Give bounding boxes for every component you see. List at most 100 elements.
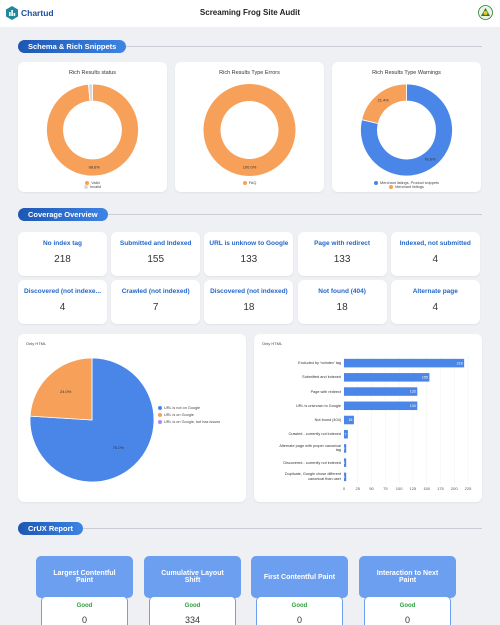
bar-value-label: 133 bbox=[410, 390, 416, 394]
crux-value: 334 bbox=[184, 615, 201, 625]
slice-label: 98.6% bbox=[88, 165, 100, 170]
legend-swatch bbox=[158, 413, 162, 417]
top-bar: Chartud Screaming Frog Site Audit bbox=[0, 0, 500, 27]
bar bbox=[344, 444, 347, 453]
pie-chart: 76.0% 24.0% bbox=[29, 357, 155, 483]
coverage-card: Not found (404) 18 bbox=[297, 280, 387, 324]
bar bbox=[344, 472, 347, 482]
x-tick-label: 0 bbox=[343, 486, 346, 491]
pie-chart: 100.0% bbox=[203, 84, 296, 176]
x-tick-label: 175 bbox=[437, 486, 444, 491]
coverage-label: Submitted and Indexed bbox=[119, 240, 192, 247]
pie-slice bbox=[29, 357, 93, 421]
slice-label: 76.0% bbox=[113, 445, 125, 450]
legend-label: Merchant listings, Product snippets bbox=[380, 181, 439, 185]
legend: URL is not on Google URL is on Google URL … bbox=[158, 406, 220, 427]
bar bbox=[344, 387, 418, 396]
x-tick-label: 100 bbox=[396, 486, 403, 491]
bar-chart: 0 25 50 75 100 125 150 175 200 225 218 155 133 133 18 7… bbox=[343, 356, 472, 491]
coverage-label: Not found (404) bbox=[318, 288, 366, 295]
crux-status: Good bbox=[184, 603, 201, 609]
legend-label: FAQ bbox=[248, 181, 257, 185]
pie-slice bbox=[88, 83, 93, 102]
avatar[interactable] bbox=[478, 5, 493, 20]
crux-status: Good bbox=[399, 603, 416, 609]
pie-chart: 98.6% bbox=[46, 83, 139, 177]
coverage-card: Page with redirect 133 bbox=[297, 232, 387, 276]
y-tick-label: Not found (404) bbox=[314, 418, 341, 422]
chart-card: Only HTML 76.0% 24.0% URL is not on Google U… bbox=[18, 334, 246, 502]
y-tick-label: Excluded by 'noindex' tag bbox=[298, 361, 341, 366]
section-divider bbox=[18, 214, 482, 215]
coverage-value: 7 bbox=[152, 302, 159, 313]
bar-value-label: 133 bbox=[410, 404, 416, 408]
legend-swatch bbox=[389, 185, 394, 189]
slice-label: 24.0% bbox=[60, 389, 72, 394]
legend-label: Merchant listings bbox=[395, 185, 424, 189]
coverage-label: Page with redirect bbox=[314, 240, 371, 247]
chart-card: Only HTML 0 25 50 75 100 125 150 175 200 225 218 155… bbox=[254, 334, 482, 502]
legend-item: Merchant listings bbox=[332, 185, 481, 189]
coverage-card: Discovered (not indexe... 4 bbox=[18, 280, 107, 324]
y-tick-label: Crawled - currently not indexed bbox=[288, 432, 341, 437]
coverage-value: 18 bbox=[243, 302, 255, 313]
y-tick-label: Page with redirect bbox=[310, 389, 341, 394]
coverage-value: 218 bbox=[54, 254, 71, 265]
slice-label: 78.6% bbox=[424, 156, 436, 161]
coverage-label: URL is unknow to Google bbox=[209, 240, 289, 247]
x-tick-label: 200 bbox=[451, 486, 458, 491]
legend-swatch bbox=[158, 406, 162, 410]
legend-label: URL is not on Google bbox=[164, 406, 201, 410]
coverage-card: Indexed, not submitted 4 bbox=[390, 232, 480, 276]
legend-label: Invalid bbox=[90, 185, 101, 189]
slice-label: 100.0% bbox=[243, 165, 257, 170]
y-tick-label: Submitted and indexed bbox=[302, 375, 341, 380]
coverage-label: Indexed, not submitted bbox=[399, 240, 471, 247]
legend-swatch bbox=[84, 185, 88, 189]
coverage-label: Discovered (not indexe... bbox=[24, 288, 101, 295]
legend-label: URL is on Google bbox=[164, 413, 194, 417]
legend-item: Valid bbox=[18, 181, 167, 185]
pie-slice bbox=[360, 83, 453, 177]
crux-header: First Contentful Paint bbox=[251, 556, 348, 598]
crux-header: Largest Contentful Paint bbox=[36, 556, 133, 598]
page-title: Screaming Frog Site Audit bbox=[199, 8, 301, 17]
coverage-card: No index tag 218 bbox=[18, 232, 107, 276]
legend-label: URL is on Google, but has issues bbox=[164, 420, 221, 424]
bar-value-label: 218 bbox=[457, 361, 463, 365]
coverage-card: URL is unknow to Google 133 bbox=[204, 232, 294, 276]
crux-value: 0 bbox=[81, 615, 87, 625]
coverage-value: 133 bbox=[240, 254, 258, 265]
bar bbox=[344, 458, 347, 467]
coverage-label: Crawled (not indexed) bbox=[121, 288, 190, 295]
bar-value-label: 4 bbox=[343, 447, 345, 451]
chart-title: Rich Results Type Errors bbox=[219, 70, 280, 76]
crux-card: Good 0 bbox=[41, 596, 128, 625]
coverage-value: 18 bbox=[336, 302, 348, 313]
coverage-value: 155 bbox=[147, 254, 165, 265]
chart-title: Rich Results status bbox=[68, 70, 117, 76]
bar bbox=[344, 429, 348, 439]
x-tick-label: 225 bbox=[465, 486, 472, 491]
coverage-card: Discovered (not indexed) 18 bbox=[204, 280, 294, 324]
chart-card: 100.0% Rich Results Type Errors FAQ bbox=[175, 62, 324, 192]
y-tick-label: Alternate page with proper canonical tag bbox=[279, 443, 341, 453]
crux-header: Interaction to Next Paint bbox=[359, 556, 456, 598]
section-header: Coverage Overview bbox=[18, 208, 108, 221]
legend: Valid Invalid bbox=[18, 181, 167, 189]
bar-value-label: 155 bbox=[422, 375, 428, 379]
coverage-value: 4 bbox=[432, 302, 439, 313]
x-tick-label: 75 bbox=[383, 486, 388, 491]
bar-value-label: 18 bbox=[348, 418, 352, 422]
crux-card: Good 0 bbox=[364, 596, 451, 625]
coverage-label: No index tag bbox=[42, 240, 82, 247]
crux-status: Good bbox=[76, 603, 93, 609]
logo-icon bbox=[6, 6, 18, 20]
coverage-label: Discovered (not indexed) bbox=[210, 288, 288, 295]
chart-card: 98.6% Rich Results status Valid Invalid bbox=[18, 62, 167, 192]
legend-item: Invalid bbox=[18, 185, 167, 189]
pie-slice bbox=[203, 84, 296, 176]
bar-value-label: 4 bbox=[343, 475, 345, 479]
legend-swatch bbox=[242, 181, 247, 185]
